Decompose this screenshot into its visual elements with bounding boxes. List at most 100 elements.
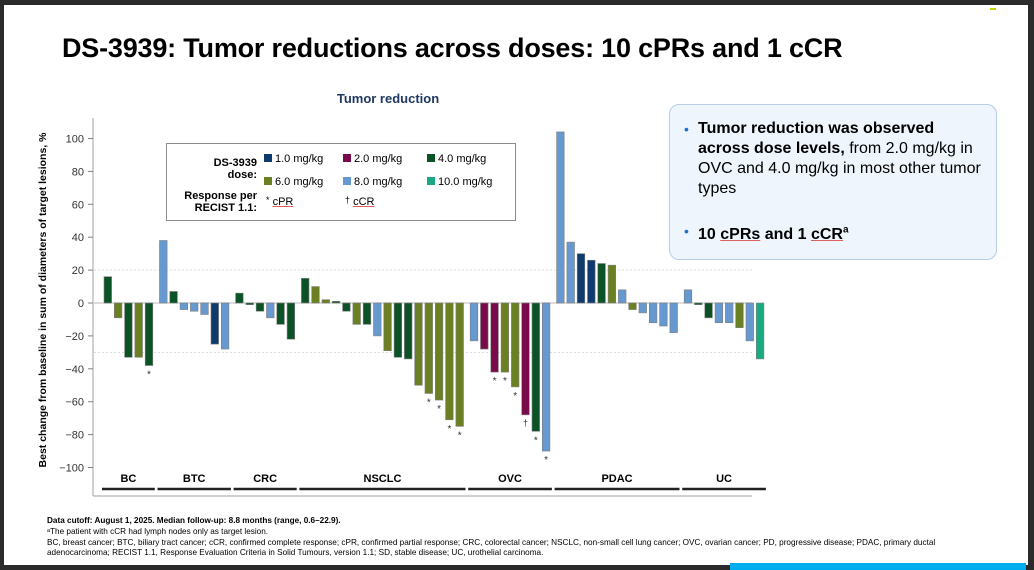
bar xyxy=(103,276,112,304)
bar xyxy=(628,302,637,310)
legend-dose-label-line2: dose: xyxy=(227,169,257,181)
bar xyxy=(541,302,551,452)
cpr-marker: * xyxy=(534,435,538,446)
bar xyxy=(683,289,693,304)
bar xyxy=(393,302,403,358)
bar xyxy=(311,286,320,304)
ccr-label: cCR xyxy=(353,196,375,208)
bar xyxy=(566,241,575,304)
legend-item-8mg: 8.0 mg/kg xyxy=(343,176,402,188)
legend-label: 6.0 mg/kg xyxy=(275,176,324,188)
bar xyxy=(190,302,199,312)
bar xyxy=(114,302,123,319)
legend-dose-label: DS-3939 dose: xyxy=(171,157,257,181)
y-tick-label: −60 xyxy=(65,397,84,409)
cpr-marker: * xyxy=(503,376,507,387)
bar xyxy=(735,302,744,328)
legend-item-1mg: 1.0 mg/kg xyxy=(264,153,323,165)
bar xyxy=(745,302,754,342)
legend-item-cpr: * cPR xyxy=(266,194,293,208)
bar xyxy=(490,302,499,373)
y-tick-label: −20 xyxy=(65,331,84,343)
legend-item-6mg: 6.0 mg/kg xyxy=(264,176,323,188)
bar xyxy=(245,302,254,305)
bar xyxy=(134,302,143,358)
cpr-term: cPRs xyxy=(720,226,761,244)
bar xyxy=(179,302,189,310)
legend-swatch xyxy=(343,154,351,162)
bar xyxy=(169,291,178,304)
y-tick-label: 80 xyxy=(72,166,84,178)
bar xyxy=(321,299,330,304)
bar xyxy=(159,240,168,304)
group-label-bc: BC xyxy=(120,473,136,485)
ccr-marker: † xyxy=(345,195,351,205)
legend-label: 8.0 mg/kg xyxy=(354,176,403,188)
bar xyxy=(511,302,520,388)
bar xyxy=(755,302,765,360)
y-axis-label: Best change from baseline in sum of diam… xyxy=(37,132,49,468)
bar xyxy=(638,302,647,314)
bar xyxy=(266,302,275,319)
group-label-pdac: PDAC xyxy=(601,473,632,485)
bar xyxy=(414,302,423,386)
key-findings-callout: • Tumor reduction was observed across do… xyxy=(669,104,997,260)
y-tick-label: 60 xyxy=(72,199,84,211)
ccr-term: cCR xyxy=(810,226,843,244)
bar xyxy=(331,301,341,304)
group-label-crc: CRC xyxy=(253,473,277,485)
bar xyxy=(342,302,351,312)
cpr-marker: * xyxy=(447,424,451,435)
bar xyxy=(669,302,678,333)
y-tick-label: 0 xyxy=(78,298,84,310)
callout-bullet-1-text: Tumor reduction was observed across dose… xyxy=(698,119,988,199)
cpr-marker: * xyxy=(513,391,517,402)
y-tick-label: 40 xyxy=(72,232,84,244)
bullet-dot-icon: • xyxy=(684,121,689,137)
bar xyxy=(597,263,606,304)
ccr-marker: † xyxy=(523,418,528,428)
cpr-marker: * xyxy=(493,376,497,387)
bar xyxy=(648,302,658,324)
bar xyxy=(714,302,723,324)
cpr-marker: * xyxy=(437,404,441,415)
legend-swatch xyxy=(264,177,272,185)
footnote-data-cutoff: Data cutoff: August 1, 2025. Median foll… xyxy=(47,516,341,525)
bar xyxy=(434,302,444,401)
bar xyxy=(576,253,586,304)
bar xyxy=(618,289,627,304)
footnote-abbreviations-1: BC, breast cancer; BTC, biliary tract ca… xyxy=(47,538,936,547)
cpr-marker: * xyxy=(266,195,270,205)
callout-bullet-1-bold: Tumor reduction was observed across dose… xyxy=(698,120,935,157)
group-label-nsclc: NSCLC xyxy=(364,473,402,485)
legend-item-ccr: † cCR xyxy=(345,194,374,208)
bar xyxy=(373,302,382,337)
group-label-ovc: OVC xyxy=(498,473,522,485)
cpr-marker: * xyxy=(427,397,431,408)
legend-response-label-line2: RECIST 1.1: xyxy=(194,202,257,214)
bar xyxy=(200,302,209,315)
legend-swatch xyxy=(264,154,272,162)
bar xyxy=(455,302,464,427)
legend-item-2mg: 2.0 mg/kg xyxy=(343,153,402,165)
footnote-ccr: ᵃThe patient with cCR had lymph nodes on… xyxy=(47,527,269,536)
y-tick-label: 20 xyxy=(72,265,84,277)
cpr-count: 10 xyxy=(698,226,721,244)
legend-swatch xyxy=(343,177,351,185)
y-tick-label: 100 xyxy=(66,134,84,146)
chart-legend: DS-3939 dose: Response per RECIST 1.1: 1… xyxy=(166,143,516,221)
bar xyxy=(352,302,361,325)
legend-response-label-line1: Response per xyxy=(184,190,257,202)
bar xyxy=(469,302,479,342)
cpr-marker: * xyxy=(147,370,151,381)
legend-swatch xyxy=(427,154,435,162)
cpr-label: cPR xyxy=(272,196,294,208)
bar xyxy=(255,302,265,312)
slide-title: DS-3939: Tumor reductions across doses: … xyxy=(62,33,843,63)
footnote-abbreviations-2: adenocarcinoma; RECIST 1.1, Response Eva… xyxy=(47,548,544,557)
bar xyxy=(301,278,310,304)
ccr-count: and 1 xyxy=(760,226,811,244)
bar xyxy=(531,302,540,432)
callout-bullet-1-rest: from 2.0 mg/kg in OVC and 4.0 mg/kg in m… xyxy=(698,140,981,197)
